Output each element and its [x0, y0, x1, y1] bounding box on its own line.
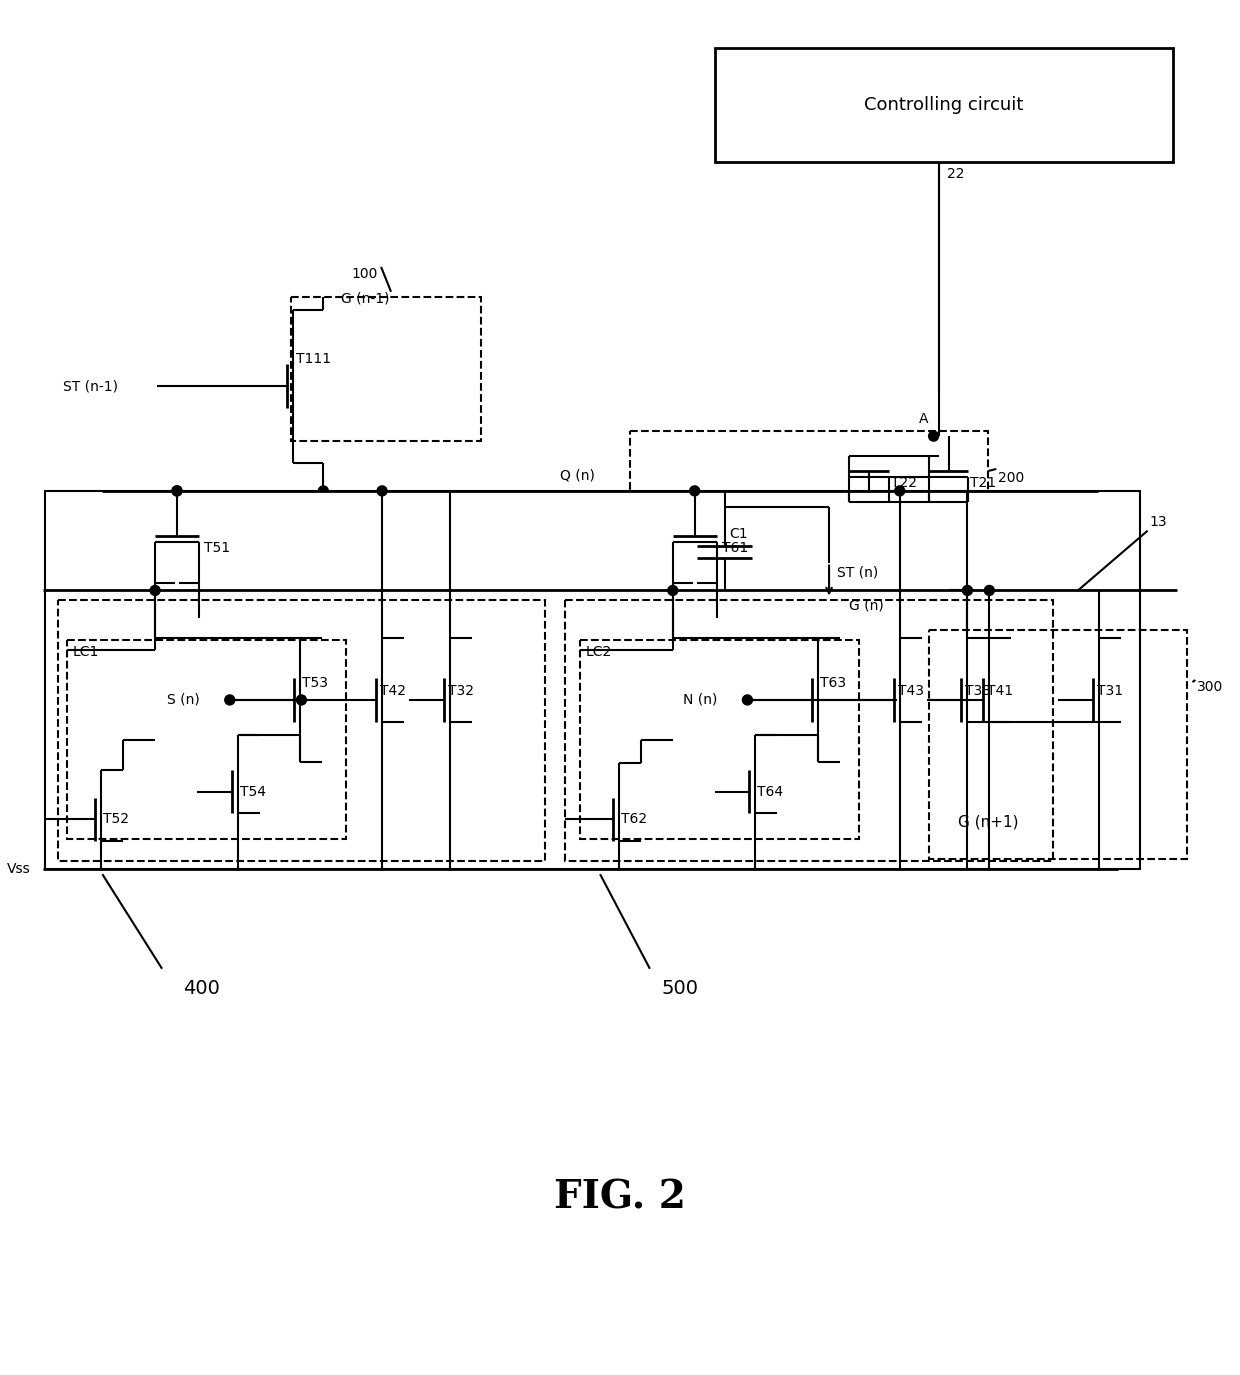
- Circle shape: [962, 586, 972, 595]
- Circle shape: [296, 694, 306, 705]
- Text: T64: T64: [758, 785, 784, 799]
- Text: 400: 400: [184, 979, 221, 998]
- Bar: [630, 432, 988, 660]
- Text: T43: T43: [898, 683, 924, 698]
- Text: Vss: Vss: [7, 862, 31, 876]
- Circle shape: [172, 485, 182, 496]
- Text: 500: 500: [661, 979, 698, 998]
- Text: FIG. 2: FIG. 2: [554, 1178, 686, 1217]
- Text: T33: T33: [966, 683, 992, 698]
- Text: T22: T22: [890, 476, 916, 489]
- Circle shape: [985, 586, 994, 595]
- Circle shape: [150, 586, 160, 595]
- Text: C1: C1: [729, 527, 748, 540]
- Bar: [67, 641, 346, 839]
- Text: T53: T53: [303, 676, 329, 690]
- Bar: [45, 491, 1140, 869]
- Text: T51: T51: [203, 540, 229, 554]
- Text: 300: 300: [1198, 681, 1224, 694]
- Text: ST (n): ST (n): [837, 565, 878, 579]
- Bar: [291, 297, 481, 441]
- Bar: [565, 601, 1053, 861]
- Text: T52: T52: [103, 813, 129, 826]
- Text: G (n-1): G (n-1): [341, 292, 389, 305]
- Text: N (n): N (n): [683, 693, 718, 707]
- Bar: [714, 48, 1173, 162]
- Text: LC2: LC2: [585, 645, 611, 659]
- Text: ST (n-1): ST (n-1): [62, 380, 118, 393]
- Text: T111: T111: [296, 352, 331, 367]
- Text: LC1: LC1: [72, 645, 99, 659]
- Text: 22: 22: [946, 168, 963, 182]
- Circle shape: [895, 485, 905, 496]
- Circle shape: [319, 485, 329, 496]
- Text: T41: T41: [987, 683, 1013, 698]
- Text: Controlling circuit: Controlling circuit: [864, 96, 1023, 114]
- Circle shape: [224, 694, 234, 705]
- Bar: [929, 630, 1188, 859]
- Text: T21: T21: [971, 476, 997, 489]
- Text: A: A: [919, 412, 929, 426]
- Bar: [580, 641, 859, 839]
- Circle shape: [743, 694, 753, 705]
- Text: T32: T32: [448, 683, 474, 698]
- Circle shape: [929, 432, 939, 441]
- Circle shape: [377, 485, 387, 496]
- Text: G (n): G (n): [849, 598, 884, 612]
- Text: 100: 100: [351, 267, 378, 280]
- Circle shape: [668, 586, 678, 595]
- Text: G (n+1): G (n+1): [959, 814, 1019, 829]
- Text: T61: T61: [722, 540, 748, 554]
- Text: 200: 200: [998, 472, 1024, 485]
- Text: T42: T42: [381, 683, 405, 698]
- Bar: [57, 601, 546, 861]
- Text: 13: 13: [1149, 514, 1167, 529]
- Text: Q (n): Q (n): [560, 469, 595, 483]
- Circle shape: [172, 485, 182, 496]
- Text: T54: T54: [239, 785, 265, 799]
- Text: S (n): S (n): [167, 693, 200, 707]
- Circle shape: [689, 485, 699, 496]
- Text: T62: T62: [621, 813, 647, 826]
- Text: T63: T63: [820, 676, 846, 690]
- Text: T31: T31: [1097, 683, 1123, 698]
